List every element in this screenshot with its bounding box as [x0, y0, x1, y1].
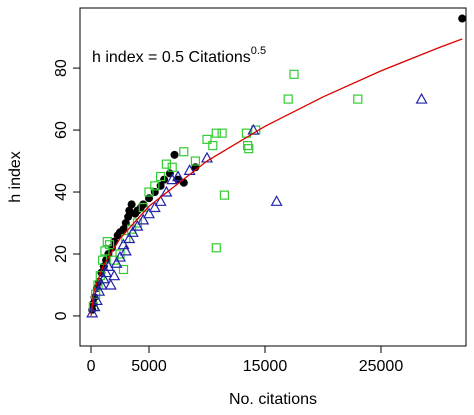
point: [202, 134, 212, 144]
y-tick-label: 20: [53, 245, 70, 263]
point: [100, 246, 110, 256]
point: [131, 219, 144, 231]
x-axis-title: No. citations: [229, 391, 317, 408]
point: [110, 257, 123, 268]
point: [171, 170, 185, 182]
x-tick-label: 25000: [359, 358, 404, 375]
point: [179, 147, 189, 157]
plot-box: [79, 7, 467, 347]
fit-line: [90, 38, 463, 317]
point: [244, 144, 254, 154]
point: [123, 232, 136, 244]
annotation-superscript: 0.5: [251, 45, 266, 57]
point: [247, 123, 260, 135]
point: [118, 264, 129, 275]
point: [126, 226, 139, 237]
point: [170, 150, 179, 159]
point: [145, 194, 154, 203]
point: [148, 201, 161, 213]
point: [102, 236, 112, 247]
point: [142, 207, 156, 219]
point: [458, 14, 467, 23]
point: [115, 249, 125, 259]
point: [217, 128, 227, 138]
point: [154, 195, 167, 206]
point: [289, 69, 299, 79]
point: [415, 92, 428, 104]
point: [144, 187, 154, 197]
point: [211, 243, 221, 253]
x-tick-label: 0: [87, 358, 96, 375]
x-tick-label: 15000: [243, 358, 288, 375]
point: [211, 128, 221, 138]
point: [270, 195, 283, 206]
point: [156, 171, 166, 182]
point: [104, 278, 117, 290]
annotation: h index = 0.5 Citations0.5: [92, 45, 266, 66]
point: [95, 278, 108, 290]
point: [167, 162, 177, 172]
point: [86, 306, 99, 318]
y-tick-label: 60: [53, 121, 70, 139]
point: [242, 140, 253, 151]
point: [104, 240, 115, 250]
point: [102, 260, 115, 271]
point: [208, 140, 218, 151]
x-tick-label: 5000: [131, 358, 167, 375]
point: [150, 181, 160, 191]
point: [119, 225, 128, 234]
point: [127, 200, 136, 209]
point: [113, 250, 127, 262]
point: [353, 94, 363, 104]
point: [200, 151, 214, 163]
point: [90, 294, 103, 306]
annotation-text: h index = 0.5 Citations: [92, 49, 251, 66]
point: [124, 212, 133, 221]
point: [166, 173, 179, 185]
point: [117, 238, 130, 250]
point: [139, 200, 148, 209]
y-tick-label: 80: [53, 59, 70, 77]
y-axis-title: h index: [7, 151, 24, 203]
point: [150, 188, 159, 197]
point: [100, 266, 113, 278]
point: [219, 190, 230, 200]
point: [283, 94, 293, 104]
point: [190, 156, 201, 166]
point: [137, 213, 150, 225]
point: [108, 269, 121, 281]
y-tick-label: 40: [53, 183, 70, 201]
point: [97, 272, 110, 284]
y-tick-label: 0: [53, 311, 70, 320]
point: [119, 244, 132, 256]
point: [161, 159, 172, 169]
point: [93, 284, 106, 296]
